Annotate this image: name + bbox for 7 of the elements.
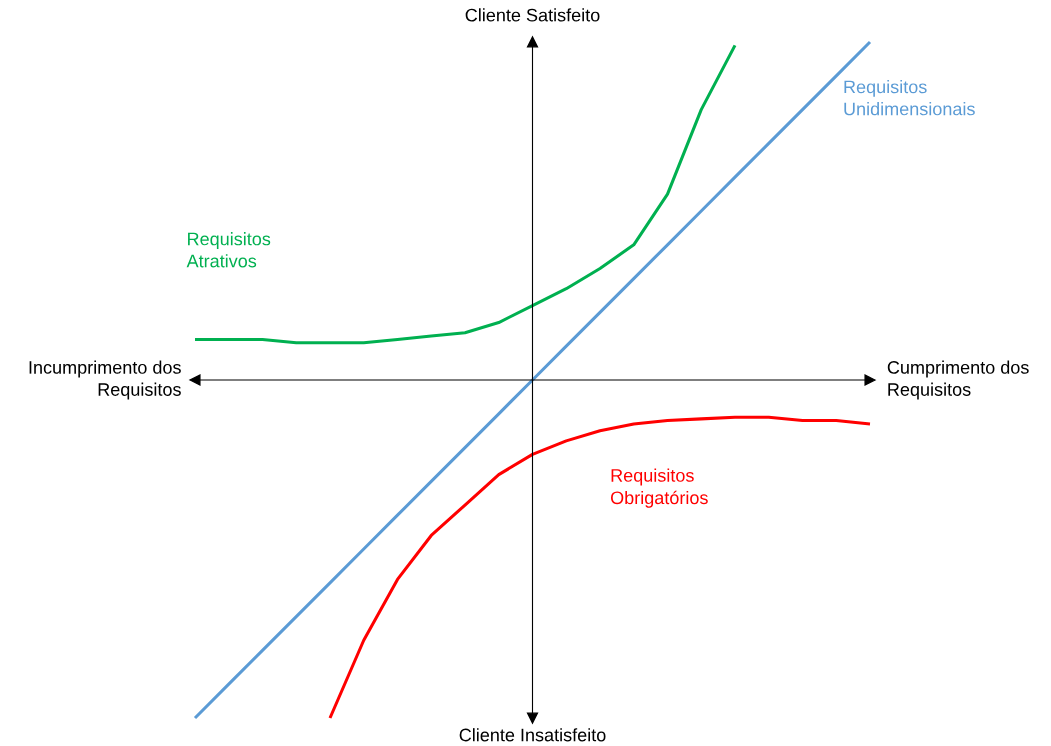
series-label: Requisitos Unidimensionais bbox=[844, 80, 975, 116]
text: Cumprimento dos Requisitos bbox=[887, 360, 1029, 400]
text: Cliente Satisfeito bbox=[465, 8, 600, 22]
text: Incumprimento dos Requisitos bbox=[29, 360, 181, 400]
text: Requisitos Obrigatórios bbox=[610, 468, 708, 508]
text: Cliente Insatisfeito bbox=[459, 728, 606, 742]
text: Requisitos Atrativos bbox=[186, 232, 271, 268]
